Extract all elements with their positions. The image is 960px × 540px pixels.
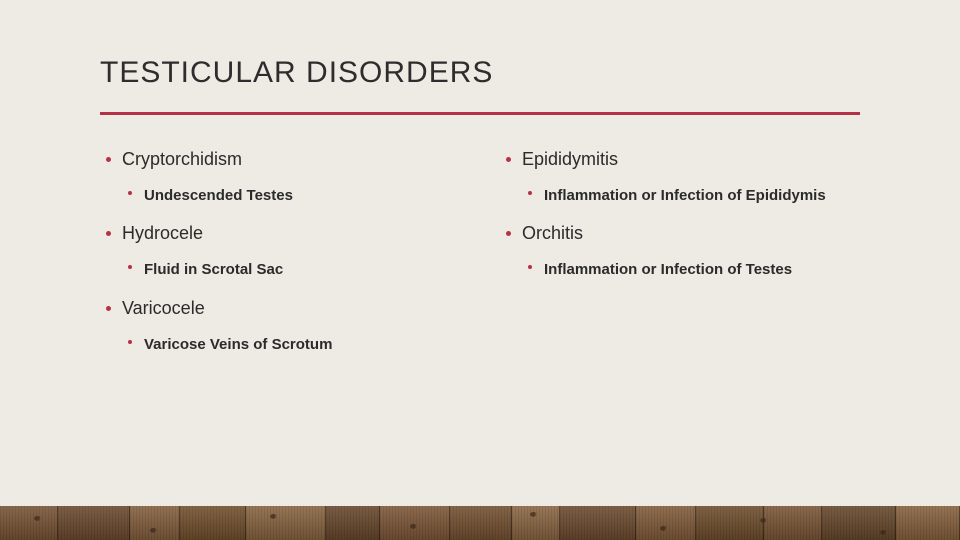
list-subitem: Undescended Testes	[122, 184, 460, 207]
floor-plank	[560, 506, 636, 540]
right-list: Epididymitis Inflammation or Infection o…	[500, 149, 860, 282]
list-subitem: Inflammation or Infection of Testes	[522, 258, 860, 281]
floor-knot	[530, 512, 537, 517]
list-subitem: Inflammation or Infection of Epididymis	[522, 184, 860, 207]
floor-knot	[150, 528, 157, 533]
floor-plank	[764, 506, 822, 540]
list-item-label: Varicocele	[122, 298, 205, 318]
list-item: Epididymitis Inflammation or Infection o…	[500, 149, 860, 207]
floor-plank	[246, 506, 326, 540]
floor-plank	[180, 506, 246, 540]
floor-plank	[130, 506, 180, 540]
list-item: Orchitis Inflammation or Infection of Te…	[500, 223, 860, 281]
right-column: Epididymitis Inflammation or Infection o…	[500, 149, 860, 372]
floor-plank	[450, 506, 512, 540]
list-subitem: Fluid in Scrotal Sac	[122, 258, 460, 281]
floor-plank	[380, 506, 450, 540]
floor-knot	[410, 524, 417, 529]
content-columns: Cryptorchidism Undescended Testes Hydroc…	[100, 149, 860, 372]
floor-knot	[660, 526, 667, 531]
floor-plank	[326, 506, 380, 540]
floor-plank	[58, 506, 130, 540]
floor-plank	[822, 506, 896, 540]
wood-floor-strip	[0, 506, 960, 540]
floor-plank	[636, 506, 696, 540]
slide: TESTICULAR DISORDERS Cryptorchidism Unde…	[0, 0, 960, 540]
list-item-label: Epididymitis	[522, 149, 618, 169]
floor-plank	[896, 506, 960, 540]
list-item-label: Cryptorchidism	[122, 149, 242, 169]
floor-knot	[880, 530, 887, 535]
floor-plank	[512, 506, 560, 540]
floor-plank	[0, 506, 58, 540]
list-item-label: Hydrocele	[122, 223, 203, 243]
list-item: Hydrocele Fluid in Scrotal Sac	[100, 223, 460, 281]
floor-knot	[760, 518, 767, 523]
floor-knot	[34, 516, 41, 521]
floor-plank	[696, 506, 764, 540]
left-column: Cryptorchidism Undescended Testes Hydroc…	[100, 149, 460, 372]
list-item: Cryptorchidism Undescended Testes	[100, 149, 460, 207]
title-rule	[100, 112, 860, 115]
list-subitem: Varicose Veins of Scrotum	[122, 333, 460, 356]
list-item: Varicocele Varicose Veins of Scrotum	[100, 298, 460, 356]
slide-title: TESTICULAR DISORDERS	[100, 56, 860, 90]
floor-knot	[270, 514, 277, 519]
left-list: Cryptorchidism Undescended Testes Hydroc…	[100, 149, 460, 356]
list-item-label: Orchitis	[522, 223, 583, 243]
